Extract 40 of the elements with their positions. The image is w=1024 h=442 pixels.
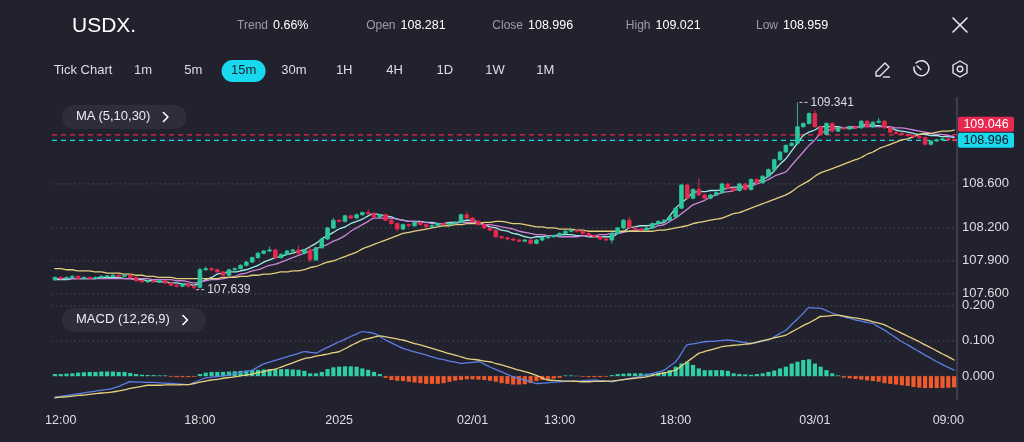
text: 108.959: [783, 18, 829, 33]
y-tick-label: 0.100: [962, 332, 995, 348]
x-tick-label: 13:00: [543, 413, 576, 428]
text: 1m: [133, 62, 153, 78]
text: 1D: [436, 62, 454, 78]
x-tick-label: 18:00: [184, 413, 216, 428]
text: 0.66%: [273, 18, 309, 33]
y-tick-label: 0.000: [962, 367, 995, 383]
text: High: [625, 18, 651, 33]
annotation: 107.639: [207, 281, 251, 296]
text: Close: [492, 18, 524, 33]
text: MACD (12,26,9): [76, 311, 170, 327]
text: Low: [755, 18, 779, 33]
text: 108.996: [528, 18, 574, 33]
text: Open: [366, 18, 396, 33]
text: MA (5,10,30): [76, 108, 151, 124]
x-tick-label: 12:00: [45, 413, 77, 428]
x-tick-label: 09:00: [932, 413, 964, 428]
annotation: 109.341: [810, 94, 855, 109]
y-tick-label: 107.900: [962, 252, 1009, 268]
ref-line-label: 108.996: [963, 132, 1009, 147]
x-tick-label: 18:00: [660, 413, 692, 428]
y-tick-label: 108.600: [962, 175, 1009, 191]
ref-line-label: 109.046: [963, 116, 1009, 131]
text: 5m: [184, 62, 203, 78]
text: 1H: [335, 62, 353, 78]
x-tick-label: 03/01: [799, 413, 831, 428]
x-tick-label: 2025: [325, 413, 354, 428]
text: Tick Chart: [53, 62, 113, 78]
text: 1W: [485, 62, 506, 78]
text: USDX.: [72, 12, 137, 36]
text: Trend: [237, 18, 268, 33]
text: 1M: [536, 62, 555, 78]
text: 30m: [281, 62, 307, 78]
x-tick-label: 02/01: [456, 413, 489, 428]
text: 108.281: [400, 18, 446, 33]
text: 4H: [386, 62, 403, 78]
y-tick-label: 108.200: [962, 219, 1009, 235]
text: 109.021: [655, 18, 701, 33]
text: 15m: [230, 62, 257, 78]
